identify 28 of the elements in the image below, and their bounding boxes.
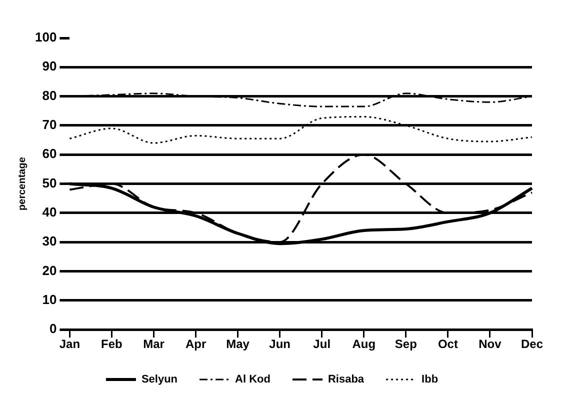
x-tick-label: Apr (185, 337, 206, 352)
x-tick-label: Feb (101, 337, 122, 352)
y-axis-title: percentage (16, 156, 28, 210)
y-tick-label: 80 (42, 88, 57, 103)
y-tick-label: 70 (42, 117, 57, 132)
y-tick-label: 100 (34, 30, 57, 45)
x-tick-label: Nov (478, 337, 502, 352)
y-tick-label: 0 (49, 321, 57, 336)
legend-label: Risaba (328, 374, 365, 386)
x-tick-label: Aug (352, 337, 376, 352)
y-tick-label: 30 (42, 234, 57, 249)
x-tick-label: Jan (59, 337, 80, 352)
y-tick-label: 20 (42, 262, 57, 278)
y-tick-label: 50 (42, 175, 57, 190)
y-tick-label: 10 (42, 292, 57, 308)
x-tick-label: Dec (520, 337, 544, 352)
legend-label: Ibb (422, 374, 438, 386)
legend-label: Selyun (141, 374, 178, 386)
x-tick-label: Mar (143, 337, 165, 352)
x-tick-label: Oct (438, 337, 458, 352)
y-tick-label: 60 (42, 146, 57, 162)
x-tick-label: May (226, 337, 250, 352)
y-tick-label: 40 (42, 204, 57, 220)
x-tick-label: Jun (269, 337, 291, 352)
legend-label: Al Kod (235, 374, 270, 386)
y-tick-label: 90 (42, 58, 57, 74)
x-tick-label: Jul (313, 337, 331, 352)
x-tick-label: Sep (394, 337, 417, 352)
